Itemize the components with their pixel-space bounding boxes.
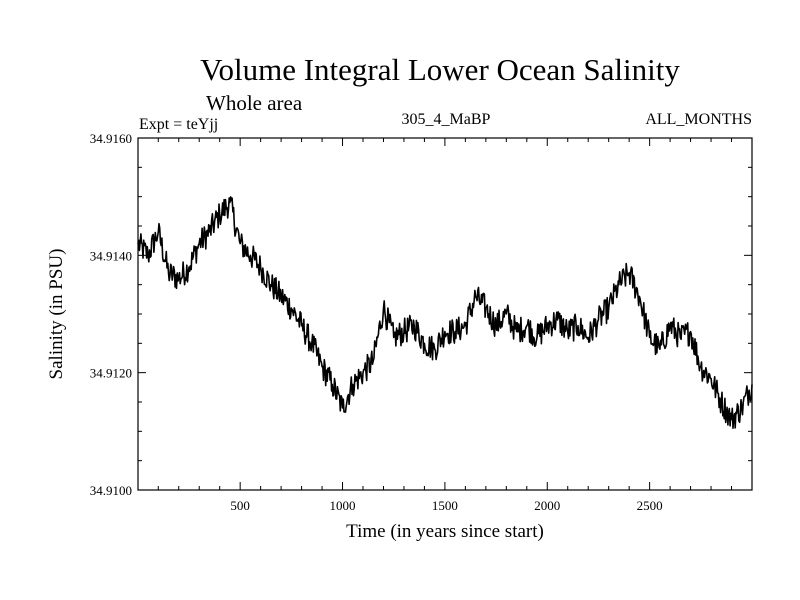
series-layer xyxy=(137,196,753,430)
y-tick-label: 34.9100 xyxy=(90,483,132,498)
x-tick-label: 1500 xyxy=(432,498,458,513)
y-tick-labels: 34.9100 34.9120 34.9140 34.9160 xyxy=(90,131,132,498)
y-tick-label: 34.9140 xyxy=(90,248,132,263)
x-tick-label: 1000 xyxy=(330,498,356,513)
x-tick-label: 500 xyxy=(230,498,250,513)
y-axis-label: Salinity (in PSU) xyxy=(46,249,67,380)
series-line-salinity xyxy=(137,196,753,430)
x-axis-label: Time (in years since start) xyxy=(346,521,544,542)
axis-ticks xyxy=(138,138,752,490)
x-tick-label: 2500 xyxy=(637,498,663,513)
y-tick-label: 34.9120 xyxy=(90,366,132,381)
x-tick-label: 2000 xyxy=(534,498,560,513)
chart-title: Volume Integral Lower Ocean Salinity xyxy=(200,52,680,87)
y-tick-label: 34.9160 xyxy=(90,131,132,146)
chart-subtitle: Whole area xyxy=(206,91,303,115)
x-tick-labels: 500 1000 1500 2000 2500 xyxy=(230,498,662,513)
run-label: 305_4_MaBP xyxy=(402,111,491,128)
expt-label: Expt = teYjj xyxy=(139,116,218,133)
months-label: ALL_MONTHS xyxy=(645,111,752,128)
plot-frame xyxy=(137,137,753,491)
